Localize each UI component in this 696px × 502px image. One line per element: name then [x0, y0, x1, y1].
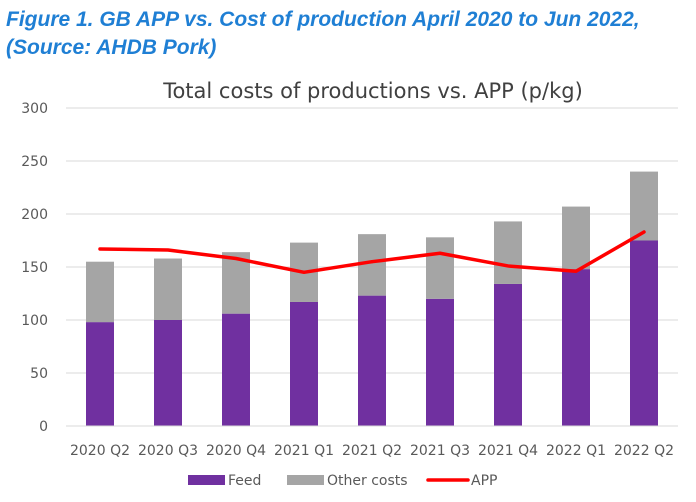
bar-feed	[494, 283, 522, 426]
bar-feed	[86, 322, 114, 426]
x-tick-label: 2020 Q4	[206, 443, 266, 459]
y-tick-label: 50	[30, 366, 48, 382]
x-axis-ticks: 2020 Q2 2020 Q3 2020 Q4 2021 Q1 2021 Q2 2021 …	[70, 443, 674, 459]
app-point	[574, 269, 578, 273]
bar-feed	[358, 295, 386, 426]
y-tick-label: 100	[21, 313, 48, 329]
x-tick-label: 2021 Q4	[478, 443, 538, 459]
legend: Feed Other costs APP	[188, 473, 497, 489]
y-tick-label: 0	[39, 419, 48, 435]
chart-title: Total costs of productions vs. APP (p/kg…	[162, 79, 583, 103]
y-tick-label: 200	[21, 207, 48, 223]
bar-feed	[154, 320, 182, 426]
bar-other-costs	[222, 252, 250, 314]
bar-other-costs	[426, 237, 454, 299]
legend-label-feed: Feed	[228, 473, 261, 489]
bar-other-costs	[86, 261, 114, 323]
app-point	[234, 257, 238, 261]
app-point	[438, 251, 442, 255]
x-tick-label: 2020 Q3	[138, 443, 198, 459]
legend-swatch-feed	[188, 475, 225, 485]
app-point	[506, 264, 510, 268]
y-tick-label: 150	[21, 260, 48, 276]
legend-swatch-other-costs	[287, 475, 324, 485]
bar-other-costs	[494, 221, 522, 284]
bar-feed	[426, 298, 454, 426]
bar-other-costs	[154, 258, 182, 320]
bar-feed	[562, 269, 590, 426]
app-point	[98, 247, 102, 251]
legend-label-app: APP	[471, 473, 497, 489]
app-point	[166, 248, 170, 252]
x-tick-label: 2020 Q2	[70, 443, 130, 459]
app-point	[642, 230, 646, 234]
legend-label-other-costs: Other costs	[327, 473, 408, 489]
bars	[86, 171, 658, 426]
app-line-layer	[98, 230, 646, 275]
y-axis-ticks: 0 50 100 150 200 250 300	[21, 101, 48, 435]
x-tick-label: 2021 Q2	[342, 443, 402, 459]
bar-feed	[290, 301, 318, 426]
x-tick-label: 2022 Q2	[614, 443, 674, 459]
app-point	[370, 260, 374, 264]
figure-caption: Figure 1. GB APP vs. Cost of production …	[6, 8, 640, 59]
bar-other-costs	[630, 171, 658, 241]
x-tick-label: 2021 Q3	[410, 443, 470, 459]
y-tick-label: 300	[21, 101, 48, 117]
app-point	[302, 270, 306, 274]
bar-other-costs	[562, 206, 590, 270]
bar-feed	[222, 313, 250, 426]
bar-feed	[630, 240, 658, 426]
x-tick-label: 2022 Q1	[546, 443, 606, 459]
x-tick-label: 2021 Q1	[274, 443, 334, 459]
y-tick-label: 250	[21, 154, 48, 170]
